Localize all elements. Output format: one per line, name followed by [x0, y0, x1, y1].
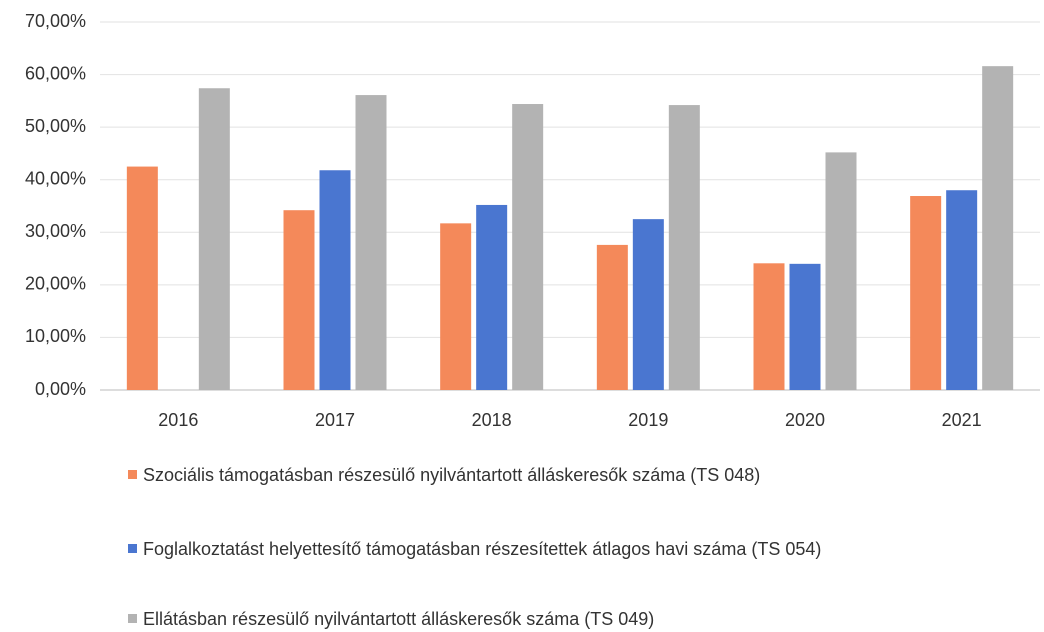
legend-label: Ellátásban részesülő nyilvántartott állá… [143, 609, 655, 629]
x-tick-label: 2018 [472, 410, 512, 430]
x-tick-label: 2016 [158, 410, 198, 430]
x-tick-label: 2021 [942, 410, 982, 430]
legend-item: Szociális támogatásban részesülő nyilván… [128, 462, 828, 488]
bar [825, 152, 857, 390]
bar [982, 66, 1014, 390]
chart: 0,00% 10,00% 20,00% 30,00% 40,00% 50,00% 60,00… [25, 11, 1040, 430]
y-tick-label: 60,00% [25, 63, 86, 83]
legend-swatch [128, 544, 137, 553]
legend-swatch [128, 470, 137, 479]
x-tick-label: 2020 [785, 410, 825, 430]
legend-item: Ellátásban részesülő nyilvántartott állá… [128, 606, 828, 632]
y-tick-label: 20,00% [25, 274, 86, 294]
bar [910, 196, 942, 390]
legend-item: Foglalkoztatást helyettesítő támogatásba… [128, 536, 828, 562]
y-tick-label: 40,00% [25, 168, 86, 188]
legend-swatch [128, 614, 137, 623]
legend-label: Foglalkoztatást helyettesítő támogatásba… [143, 539, 822, 559]
bar [596, 244, 628, 390]
bar [789, 263, 821, 390]
bar [753, 263, 785, 390]
bar [126, 166, 158, 390]
bar [476, 204, 508, 390]
bar [668, 105, 700, 390]
y-tick-label: 10,00% [25, 326, 86, 346]
y-tick-label: 30,00% [25, 221, 86, 241]
bar [946, 190, 978, 390]
bar [283, 210, 315, 390]
bar [632, 219, 664, 390]
y-tick-label: 50,00% [25, 116, 86, 136]
y-tick-label: 70,00% [25, 11, 86, 31]
bar [319, 170, 351, 390]
x-tick-label: 2019 [628, 410, 668, 430]
legend-label: Szociális támogatásban részesülő nyilván… [143, 465, 761, 485]
bar [198, 88, 230, 391]
bar [512, 104, 544, 391]
bar [440, 223, 472, 390]
x-tick-label: 2017 [315, 410, 355, 430]
y-tick-label: 0,00% [35, 379, 86, 399]
bar [355, 95, 387, 391]
